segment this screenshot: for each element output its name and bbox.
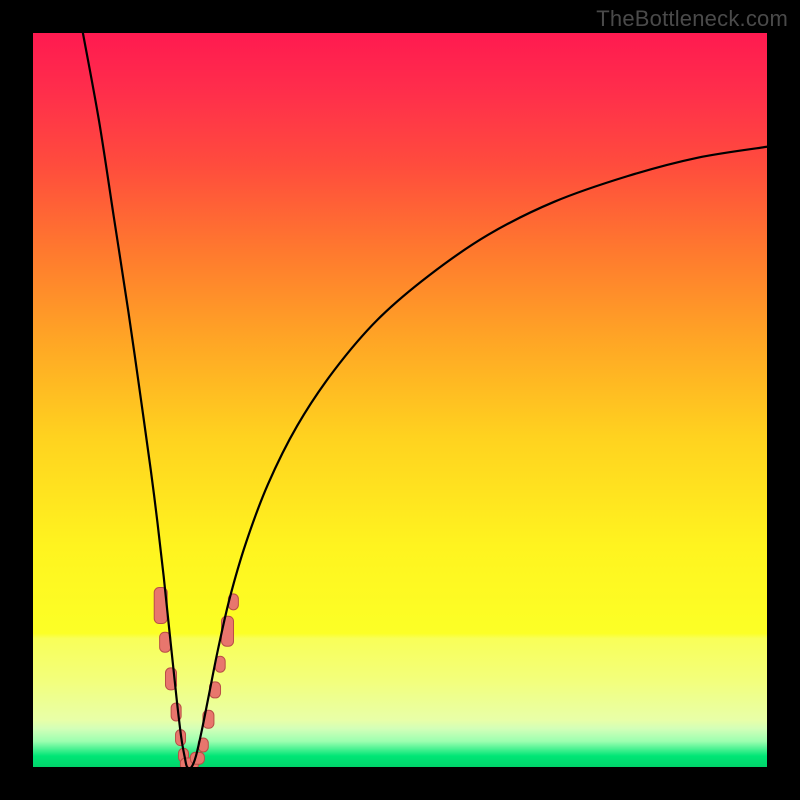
- chart-frame: TheBottleneck.com: [0, 0, 800, 800]
- plot-area: [33, 33, 767, 767]
- watermark-text: TheBottleneck.com: [596, 6, 788, 32]
- curve-layer: [33, 33, 767, 767]
- bottleneck-curve: [83, 33, 767, 767]
